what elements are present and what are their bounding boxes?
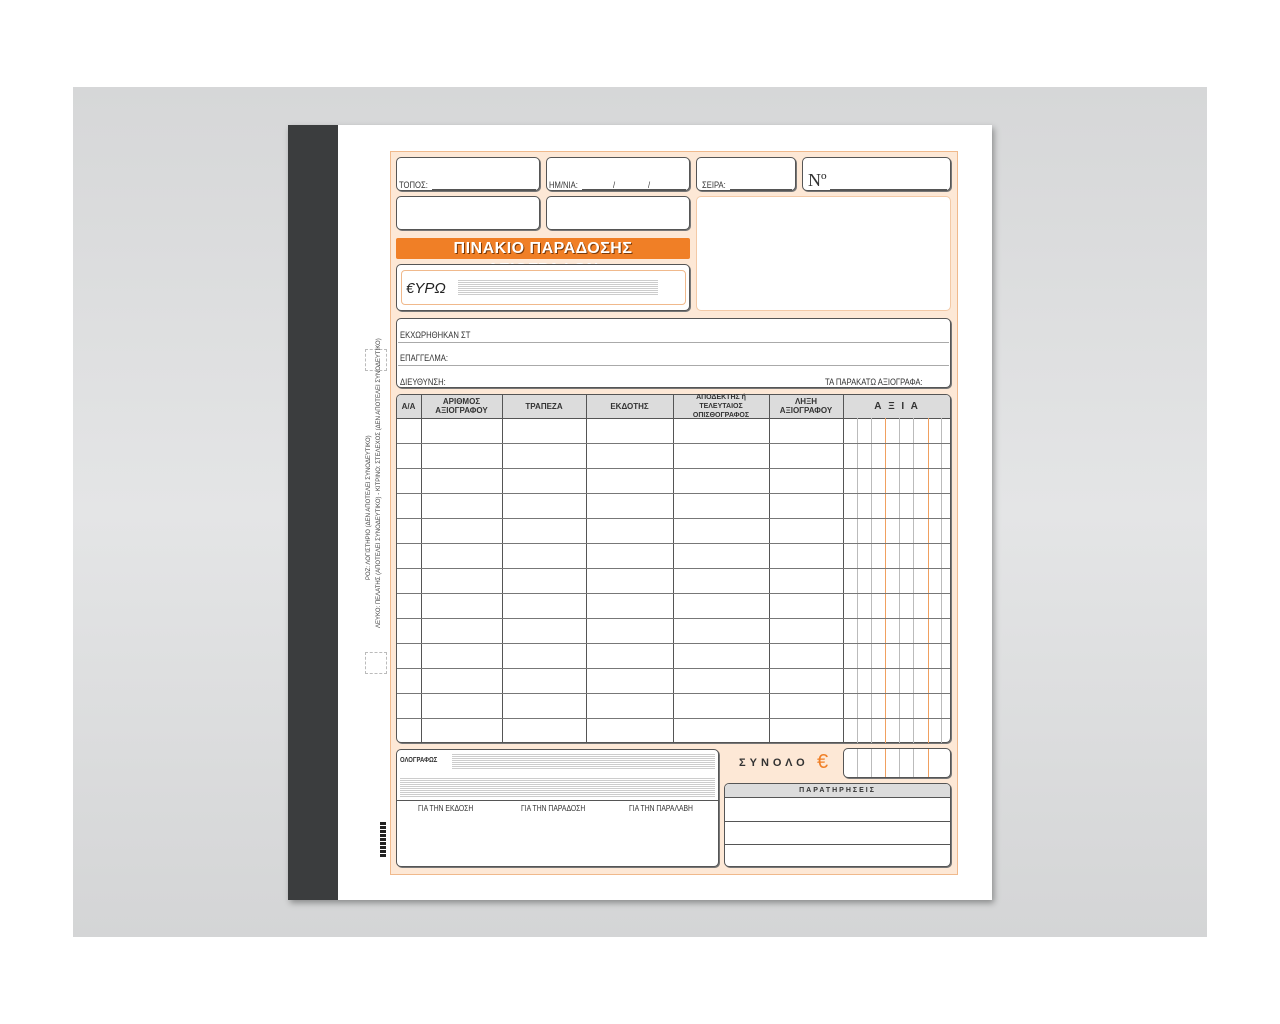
date-label: ΗΜ/ΝΙΑ: (549, 180, 578, 190)
table-row[interactable] (397, 419, 950, 443)
table-row[interactable] (397, 594, 950, 618)
row-divider (397, 443, 950, 444)
table-row[interactable] (397, 444, 950, 468)
date-field[interactable] (546, 157, 690, 191)
value-digit-divider (913, 418, 914, 743)
header-bank: ΤΡΑΠΕΖΑ (525, 401, 563, 411)
total-digit-divider (857, 749, 858, 777)
row-divider (397, 643, 950, 644)
header-security-number: ΑΡΙΘΜΟΣ ΑΞΙΟΓΡΑΦΟΥ (435, 397, 488, 415)
row-divider (397, 693, 950, 694)
in-words-field[interactable] (452, 753, 715, 769)
value-digit-divider (899, 418, 900, 743)
issuer-field-1[interactable] (396, 196, 540, 230)
row-divider (397, 718, 950, 719)
remarks-box[interactable] (724, 783, 951, 867)
number-field[interactable] (802, 157, 951, 191)
sign-issue-label: ΓΙΑ ΤΗΝ ΕΚΔΟΣΗ (418, 804, 474, 813)
assigned-label[interactable]: ΕΚΧΩΡΗΘΗΚΑΝ ΣΤ (400, 330, 471, 340)
row-divider (397, 493, 950, 494)
row-divider (397, 593, 950, 594)
table-row[interactable] (397, 544, 950, 568)
row-divider (397, 668, 950, 669)
row-divider (397, 618, 950, 619)
perforation-mark-bottom (365, 652, 387, 674)
value-digit-divider (885, 418, 886, 743)
total-digit-divider (899, 749, 900, 777)
table-row[interactable] (397, 569, 950, 593)
header-value: Α Ξ Ι Α (874, 400, 920, 412)
table-row[interactable] (397, 519, 950, 543)
in-words-field-2 (400, 777, 715, 797)
copy-note-pink: ΡΟΖ: ΛΟΓΙΣΤΗΡΙΟ (ΔΕΝ ΑΠΟΤΕΛΕΙ ΣΥΝΟΔΕΥΤΙΚ… (366, 435, 372, 580)
profession-label[interactable]: ΕΠΑΓΓΕΛΜΑ: (400, 353, 448, 363)
table-row[interactable] (397, 719, 950, 743)
header-aa: Α/Α (401, 401, 416, 411)
total-label: ΣΥΝΟΛΟ (739, 757, 809, 769)
address-label[interactable]: ΔΙΕΥΘΥΝΣΗ: (400, 377, 446, 387)
table-row[interactable] (397, 644, 950, 668)
table-row[interactable] (397, 669, 950, 693)
total-digit-divider (913, 749, 914, 777)
binding-spine (288, 125, 338, 900)
following-label: ΤΑ ΠΑΡΑΚΑΤΩ ΑΞΙΟΓΡΑΦΑ: (825, 377, 923, 387)
copy-note-white-yellow: ΛΕΥΚΟ: ΠΕΛΑΤΗΣ (ΑΠΟΤΕΛΕΙ ΣΥΝΟΔΕΥΤΙΚΟ) - … (376, 338, 382, 628)
series-label: ΣΕΙΡΑ: (702, 180, 726, 190)
value-digit-divider (871, 418, 872, 743)
date-separator: / (613, 180, 616, 190)
total-field[interactable] (843, 748, 951, 778)
date-separator: / (648, 180, 651, 190)
series-field[interactable] (696, 157, 796, 191)
perforation-mark-top (365, 349, 387, 371)
publisher-logo (380, 822, 386, 858)
header-issuer: ΕΚΔΟΤΗΣ (610, 401, 649, 411)
place-field[interactable] (396, 157, 540, 191)
sign-receipt-label: ΓΙΑ ΤΗΝ ΠΑΡΑΛΑΒΗ (629, 804, 693, 813)
table-row[interactable] (397, 619, 950, 643)
number-label: Nº (808, 170, 827, 190)
header-maturity: ΛΗΞΗ ΑΞΙΟΓΡΑΦΟΥ (779, 397, 833, 415)
header-payee: ΑΠΟΔΕΚΤΗΣ ή ΤΕΛΕΥΤΑΙΟΣ ΟΠΙΣΘΟΓΡΑΦΟΣ (692, 393, 750, 419)
total-digit-divider (928, 749, 929, 777)
euro-icon: € (817, 751, 829, 773)
issuer-field-2[interactable] (546, 196, 690, 230)
row-divider (397, 518, 950, 519)
row-divider (397, 468, 950, 469)
table-row[interactable] (397, 694, 950, 718)
value-digit-divider (941, 418, 942, 743)
currency-label: €ΥΡΩ (406, 280, 446, 297)
total-digit-divider (885, 749, 886, 777)
row-divider (397, 543, 950, 544)
stamp-area (696, 196, 951, 311)
total-digit-divider (871, 749, 872, 777)
amount-hatch (458, 279, 658, 296)
value-digit-divider (928, 418, 929, 743)
value-digit-divider (857, 418, 858, 743)
in-words-label: ΟΛΟΓΡΑΦΩΣ (400, 757, 438, 764)
row-divider (397, 568, 950, 569)
place-label: ΤΟΠΟΣ: (399, 180, 428, 190)
table-row[interactable] (397, 494, 950, 518)
sign-delivery-label: ΓΙΑ ΤΗΝ ΠΑΡΑΔΟΣΗ (521, 804, 586, 813)
party-info-box (396, 318, 951, 388)
table-row[interactable] (397, 469, 950, 493)
form-title: ΠΙΝΑΚΙΟ ΠΑΡΑΔΟΣΗΣ ΑΞΙΟΓΡΑΦΩΝ (396, 238, 690, 278)
remarks-label: ΠΑΡΑΤΗΡΗΣΕΙΣ (799, 787, 876, 794)
